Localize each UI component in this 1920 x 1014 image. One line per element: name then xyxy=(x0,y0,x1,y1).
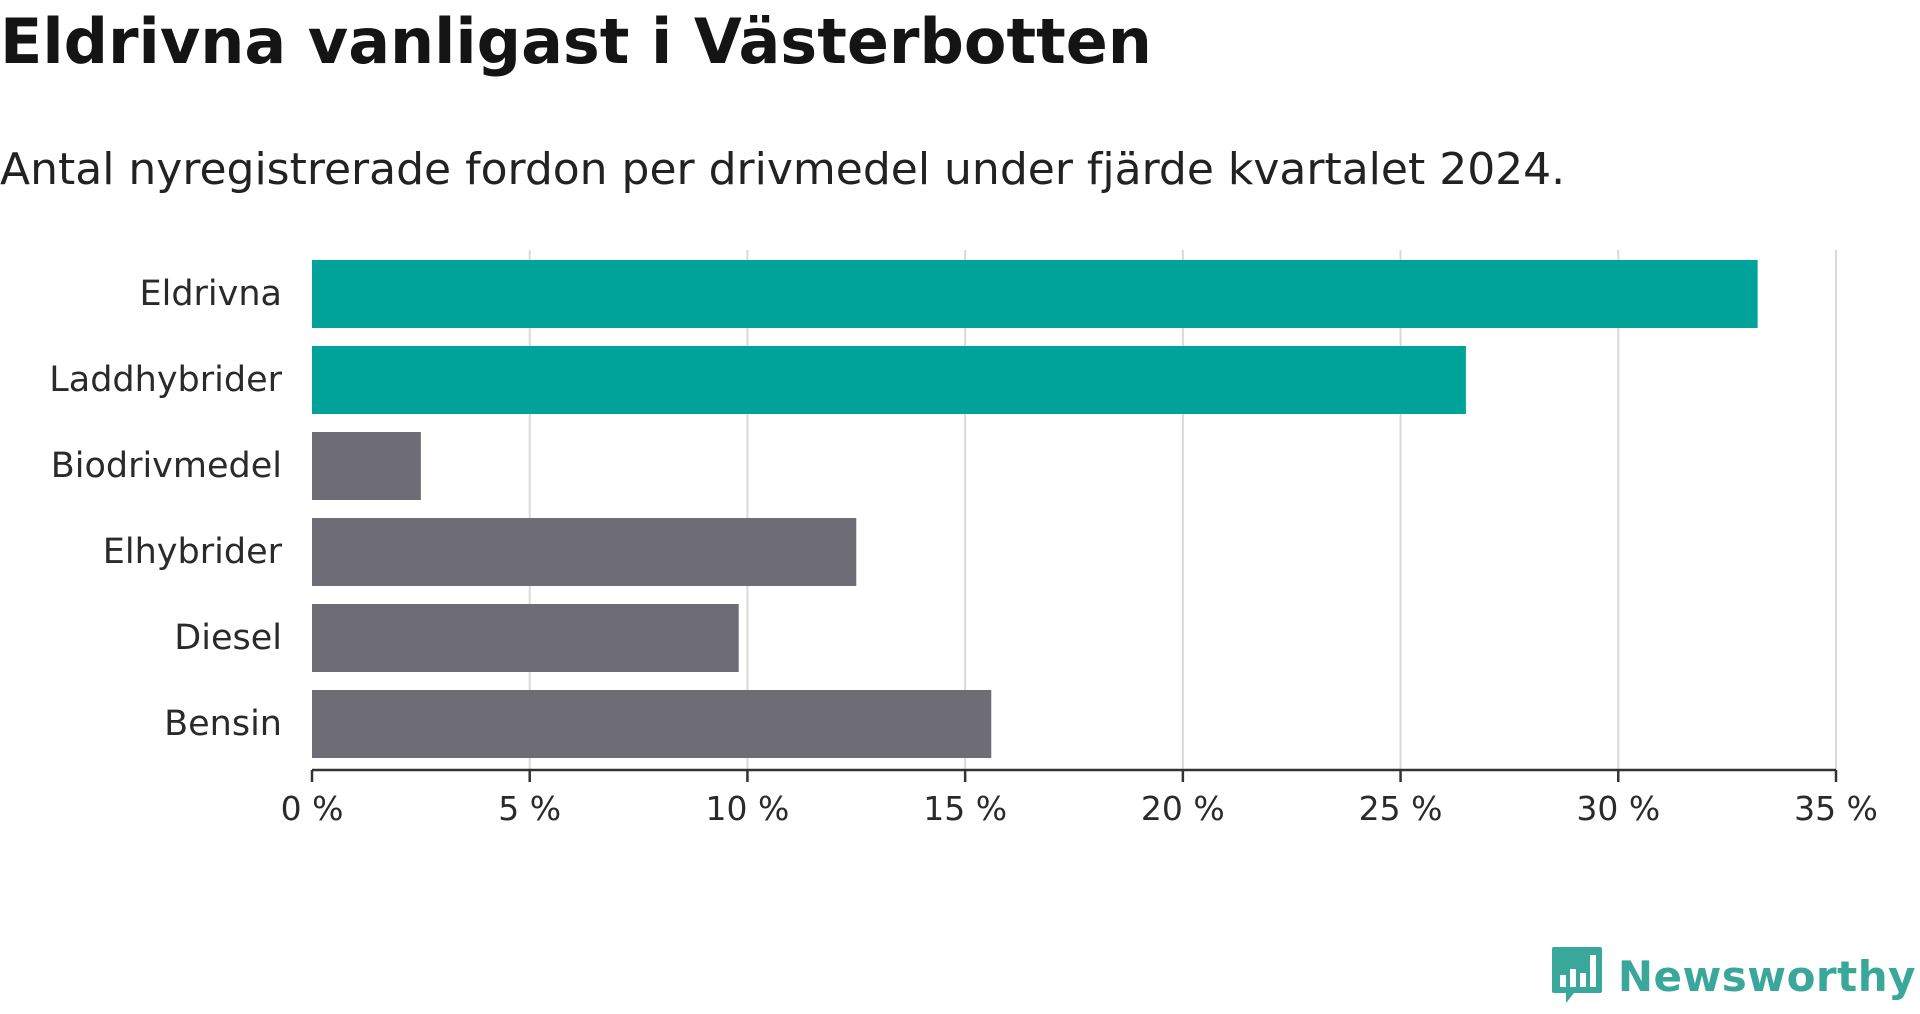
brand-name: Newsworthy xyxy=(1617,951,1916,1001)
category-label: Diesel xyxy=(174,618,282,658)
category-label: Biodrivmedel xyxy=(51,446,282,486)
bar xyxy=(312,518,857,586)
x-tick-label: 20 % xyxy=(1141,789,1225,828)
x-tick-label: 35 % xyxy=(1794,789,1878,828)
x-tick-label: 15 % xyxy=(923,789,1007,828)
category-label: Bensin xyxy=(164,704,282,744)
x-tick-label: 5 % xyxy=(498,789,561,828)
bar xyxy=(312,690,992,758)
category-label: Eldrivna xyxy=(139,274,282,314)
bar-chart-speech-bubble-icon xyxy=(1551,947,1602,1003)
bar xyxy=(312,604,739,672)
x-tick-label: 10 % xyxy=(706,789,790,828)
brand-logo: Newsworthy xyxy=(1550,944,1916,1008)
x-tick-label: 25 % xyxy=(1359,789,1443,828)
x-tick-label: 30 % xyxy=(1576,789,1660,828)
chart-title: Eldrivna vanligast i Västerbotten xyxy=(0,5,1152,78)
x-tick-label: 0 % xyxy=(281,789,344,828)
category-label: Elhybrider xyxy=(103,532,283,572)
chart-subtitle: Antal nyregistrerade fordon per drivmede… xyxy=(0,144,1566,195)
bar xyxy=(312,432,421,500)
bar xyxy=(312,260,1758,328)
category-label: Laddhybrider xyxy=(49,360,282,400)
bar xyxy=(312,346,1466,414)
